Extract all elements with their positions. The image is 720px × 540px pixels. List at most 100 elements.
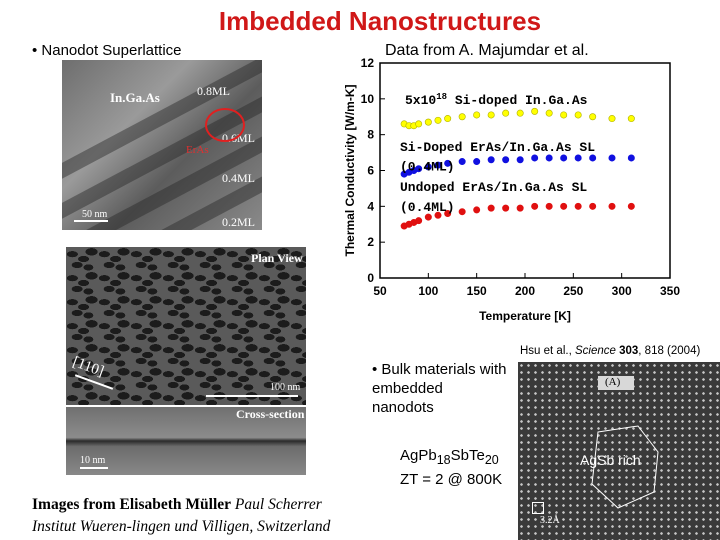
superlattice-bullet: • Nanodot Superlattice	[32, 42, 182, 59]
data-point-series-3	[545, 202, 553, 210]
data-point-series-1	[627, 115, 635, 123]
credit-author: Images from Elisabeth Müller	[32, 496, 232, 513]
formula-sub1: 18	[436, 453, 451, 467]
direction-label: [110]	[70, 354, 106, 381]
data-point-series-2	[434, 161, 442, 169]
citation: Hsu et al., Science 303, 818 (2004)	[520, 345, 700, 357]
x-tick-label: 100	[418, 284, 438, 298]
data-point-series-1	[502, 109, 510, 117]
y-axis-label: Thermal Conductivity [W/m-K]	[343, 84, 357, 256]
x-tick-label: 350	[660, 284, 680, 298]
data-point-series-1	[487, 111, 495, 119]
data-point-series-1	[516, 109, 524, 117]
data-point-series-1	[473, 111, 481, 119]
eras-dot-label: ErAs	[186, 144, 209, 156]
data-point-series-1	[444, 115, 452, 123]
zt-value: ZT = 2 @ 800K	[400, 471, 503, 488]
data-point-series-1	[574, 111, 582, 119]
x-axis-label: Temperature [K]	[479, 309, 571, 323]
tem-material-label: In.Ga.As	[110, 90, 160, 105]
data-point-series-3	[487, 204, 495, 212]
data-point-series-3	[458, 208, 466, 216]
credit-institute: Paul Scherrer	[231, 496, 322, 513]
y-tick-label: 8	[367, 128, 374, 142]
citation-volume: 303	[619, 345, 639, 357]
data-point-series-1	[424, 118, 432, 126]
legend-series-3: Undoped ErAs/In.Ga.As SL	[400, 180, 587, 195]
data-point-series-3	[502, 204, 510, 212]
slide-title: Imbedded Nanostructures	[218, 6, 542, 36]
scale-box	[532, 502, 544, 514]
data-source-note: Data from A. Majumdar et al.	[385, 42, 589, 59]
scale-bar	[74, 220, 108, 222]
x-tick-label: 250	[563, 284, 583, 298]
data-point-series-1	[545, 109, 553, 117]
tem-superlattice-image: In.Ga.As 0.8ML 0.6ML 0.4ML 0.2ML ErAs 50…	[62, 60, 262, 230]
x-tick-label: 200	[515, 284, 535, 298]
data-point-series-3	[434, 211, 442, 219]
data-point-series-2	[473, 158, 481, 166]
data-point-series-3	[574, 202, 582, 210]
layer-label-08: 0.8ML	[197, 84, 230, 98]
citation-authors: Hsu et al.,	[520, 345, 575, 357]
thermal-conductivity-chart: 50 100 150 200 250 300 350 0 2 4 6 8 10 12 Temperature…	[343, 56, 680, 323]
x-tick-label: 300	[612, 284, 632, 298]
scale-label: 3.2Å	[540, 515, 560, 526]
data-point-series-2	[502, 156, 510, 164]
y-tick-label: 2	[367, 235, 374, 249]
data-point-series-3	[444, 210, 452, 218]
data-point-series-2	[424, 163, 432, 171]
formula: AgPb18SbTe20	[400, 446, 502, 470]
formula-block: AgPb18SbTe20 ZT = 2 @ 800K	[400, 446, 502, 489]
x-tick-label: 150	[467, 284, 487, 298]
formula-part2: SbTe	[450, 447, 485, 464]
x-tick-label: 50	[373, 284, 387, 298]
data-point-series-2	[627, 154, 635, 162]
data-point-series-1	[458, 113, 466, 121]
tem-cross-section-image: Cross-section 10 nm	[66, 407, 306, 475]
image-credit: Images from Elisabeth Müller Paul Scherr…	[32, 494, 330, 538]
y-tick-label: 4	[367, 199, 374, 213]
data-point-series-2	[574, 154, 582, 162]
data-point-series-1	[589, 113, 597, 121]
scale-label: 100 nm	[270, 382, 301, 393]
plan-view-label: Plan View	[251, 251, 303, 265]
legend-series-1: 5x1018 Si-doped In.Ga.As	[405, 92, 588, 108]
data-point-series-1	[560, 111, 568, 119]
highlight-circle	[205, 108, 245, 142]
data-point-series-2	[531, 154, 539, 162]
data-point-series-2	[458, 158, 466, 166]
scale-label: 50 nm	[82, 209, 108, 220]
data-point-series-3	[560, 202, 568, 210]
legend-series-2: Si-Doped ErAs/In.Ga.As SL	[400, 140, 595, 155]
data-point-series-2	[589, 154, 597, 162]
credit-location: Institut Wueren-lingen und Villigen, Swi…	[32, 518, 331, 535]
legend-series-3-sub: (0.4ML)	[400, 200, 455, 215]
data-point-series-1	[415, 120, 423, 128]
credit-line1: Images from Elisabeth Müller Paul Scherr…	[32, 494, 330, 516]
data-point-series-3	[627, 202, 635, 210]
tem-agsb-image: (A) AgSb rich 3.2Å	[518, 362, 720, 540]
data-point-series-3	[473, 206, 481, 214]
formula-part1: AgPb	[400, 447, 437, 464]
y-tick-label: 6	[367, 164, 374, 178]
data-point-series-2	[516, 156, 524, 164]
panel-label: (A)	[605, 376, 621, 388]
legend-series-2-sub: (0.4ML)	[400, 160, 455, 175]
layer-label-02: 0.2ML	[222, 215, 255, 229]
bulk-bullet: • Bulk materials with embedded nanodots	[372, 361, 507, 416]
data-point-series-1	[608, 115, 616, 123]
credit-line2: Institut Wueren-lingen und Villigen, Swi…	[32, 516, 330, 538]
scale-label: 10 nm	[80, 455, 106, 466]
data-point-series-3	[531, 202, 539, 210]
data-point-series-2	[560, 154, 568, 162]
data-point-series-1	[531, 107, 539, 115]
data-point-series-1	[434, 116, 442, 124]
data-point-series-3	[589, 202, 597, 210]
data-point-series-3	[516, 204, 524, 212]
citation-journal: Science	[574, 345, 616, 357]
citation-pages: , 818 (2004)	[638, 345, 701, 357]
data-point-series-3	[424, 213, 432, 221]
cross-section-label: Cross-section	[236, 407, 305, 421]
data-point-series-2	[608, 154, 616, 162]
